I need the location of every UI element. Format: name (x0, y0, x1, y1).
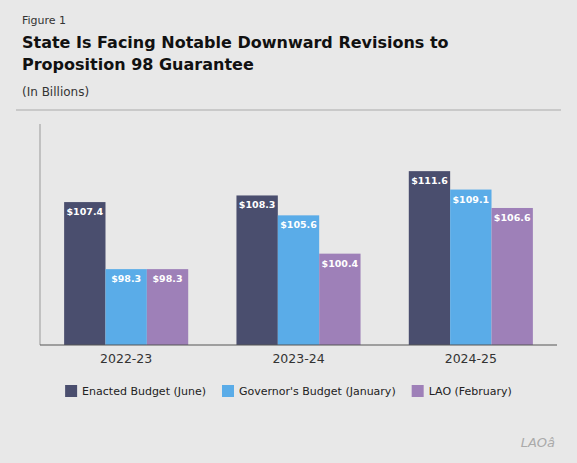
bar (450, 190, 491, 345)
data-label: $108.3 (239, 199, 276, 210)
data-labels: $107.4 $108.3 $111.6 $98.3 $105.6 $109.1 $98.3… (66, 175, 530, 284)
legend-label: LAO (February) (429, 385, 512, 398)
x-axis-line (40, 344, 557, 345)
legend-swatch (65, 385, 77, 397)
chart: Figure 1 State Is Facing Notable Downward… (0, 0, 577, 463)
x-tick-label: 2023-24 (272, 351, 324, 366)
y-axis-line (40, 124, 41, 345)
bar (319, 254, 360, 345)
data-label: $109.1 (452, 194, 489, 205)
bars (64, 171, 533, 345)
x-tick-label: 2024-25 (445, 351, 497, 366)
legend-label: Enacted Budget (June) (82, 385, 206, 398)
figure-label: Figure 1 (22, 14, 66, 27)
bar (492, 208, 533, 345)
bar (147, 269, 188, 345)
bar (105, 269, 146, 345)
title-line: State Is Facing Notable Downward Revisio… (22, 33, 449, 52)
legend-swatch (222, 385, 234, 397)
data-label: $98.3 (111, 273, 141, 284)
data-label: $106.6 (494, 212, 531, 223)
legend-item: LAO (February) (412, 385, 512, 398)
legend-swatch (412, 385, 424, 397)
data-label: $111.6 (411, 175, 448, 186)
bar (409, 171, 450, 345)
title: State Is Facing Notable Downward Revisio… (22, 33, 449, 74)
separator (16, 110, 561, 111)
data-label: $107.4 (66, 206, 103, 217)
legend-label: Governor's Budget (January) (239, 385, 396, 398)
watermark: LAOâ (521, 435, 555, 450)
data-label: $105.6 (280, 219, 317, 230)
bar (278, 215, 319, 345)
legend-item: Governor's Budget (January) (222, 385, 396, 398)
legend: Enacted Budget (June) Governor's Budget (… (65, 385, 512, 398)
legend-item: Enacted Budget (June) (65, 385, 206, 398)
background (0, 0, 577, 463)
data-label: $98.3 (152, 273, 182, 284)
bar (236, 195, 277, 345)
title-line: Proposition 98 Guarantee (22, 55, 254, 74)
x-tick-label: 2022-23 (100, 351, 152, 366)
subtitle: (In Billions) (22, 85, 89, 99)
data-label: $100.4 (322, 258, 359, 269)
bar (64, 202, 105, 345)
